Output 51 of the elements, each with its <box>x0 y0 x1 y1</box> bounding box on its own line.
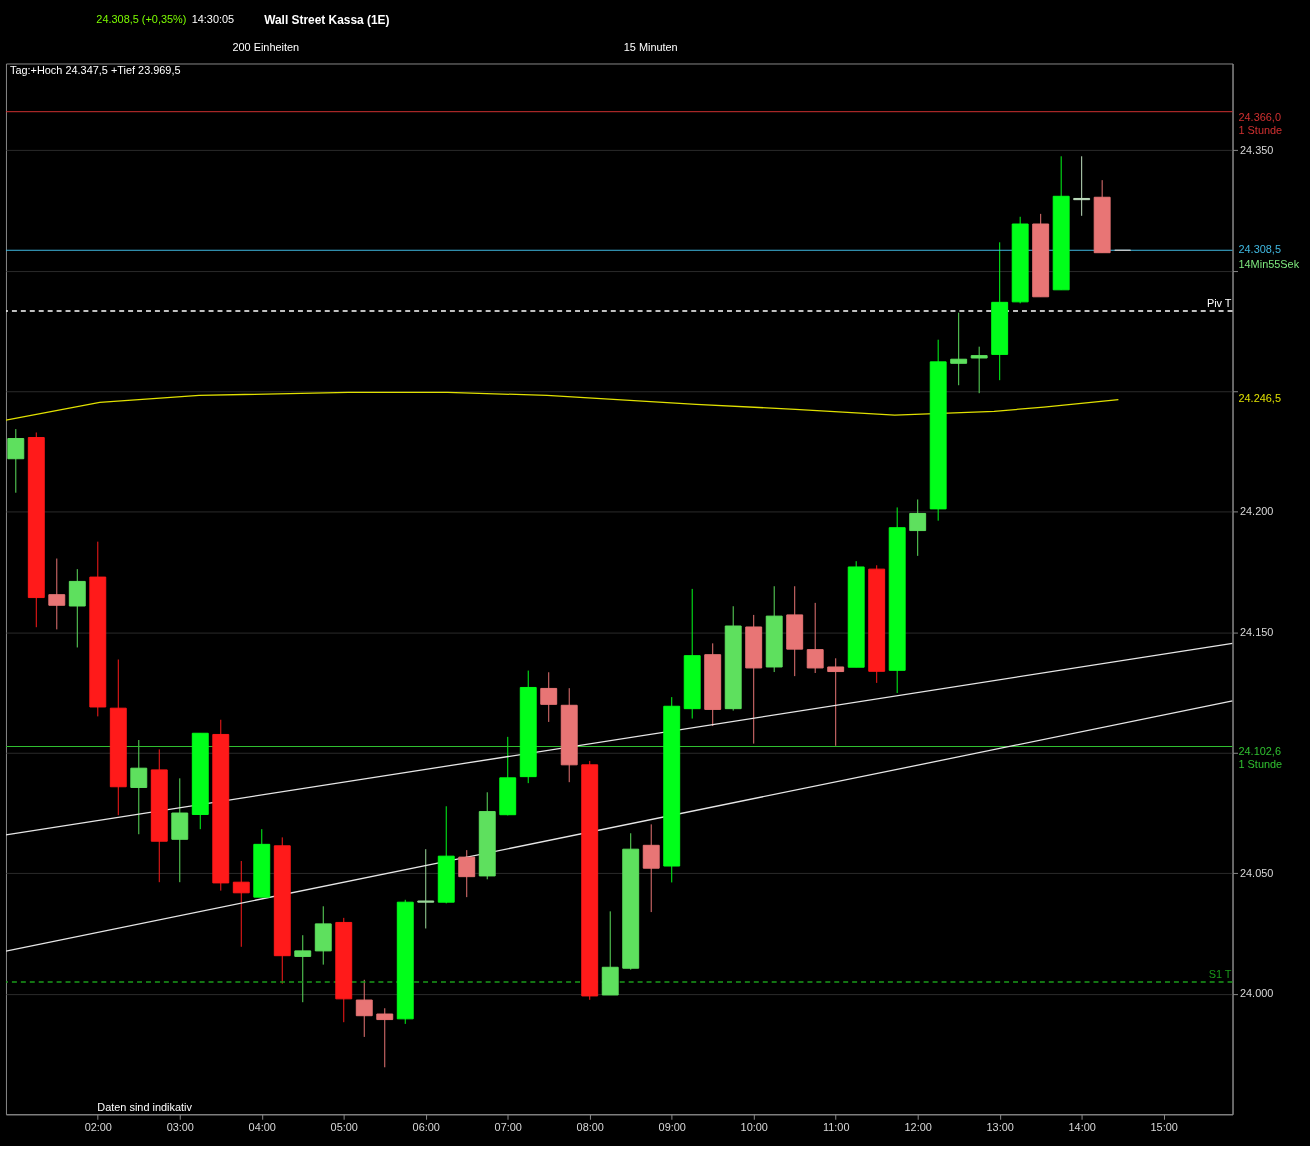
x-tick-label: 06:00 <box>412 1120 440 1133</box>
x-tick-label: 05:00 <box>330 1120 358 1133</box>
annotation: Tag:+Hoch 24.347,5 +Tief 23.969,5 <box>9 64 181 77</box>
y-tick-label: 24.000 <box>1239 987 1274 1000</box>
candlestick <box>355 979 373 1038</box>
candlestick <box>7 428 25 494</box>
x-tick-label: 08:00 <box>576 1120 604 1133</box>
candlestick <box>970 346 988 394</box>
x-tick-label: 13:00 <box>986 1120 1014 1133</box>
x-tick-label: 04:00 <box>248 1120 276 1133</box>
text: 14Min55Sek <box>1238 258 1300 271</box>
chart-title: Wall Street Kassa (1E) <box>264 12 390 27</box>
ref-line-label: 24.308,5 <box>1238 243 1281 256</box>
x-tick-label: 09:00 <box>658 1120 686 1133</box>
x-tick-label: 14:00 <box>1068 1120 1096 1133</box>
candlestick <box>827 657 845 747</box>
candlestick <box>417 848 435 929</box>
text: 200 Einheiten <box>232 40 300 53</box>
annotation: Daten sind indikativ <box>97 1101 193 1114</box>
x-tick-label: 02:00 <box>84 1120 112 1133</box>
y-tick-label: 24.150 <box>1239 625 1274 638</box>
candlestick <box>130 739 148 835</box>
text: 14:30:05 <box>191 12 235 25</box>
y-tick-label: 24.350 <box>1239 143 1274 156</box>
candlestick <box>909 498 927 557</box>
x-tick-label: 07:00 <box>494 1120 522 1133</box>
x-tick-label: 15:00 <box>1150 1120 1178 1133</box>
x-tick-label: 10:00 <box>740 1120 768 1133</box>
x-tick-label: 12:00 <box>904 1120 932 1133</box>
candlestick <box>48 558 66 630</box>
candlestick <box>950 312 968 386</box>
candlestick <box>458 849 476 898</box>
x-tick-label: 03:00 <box>166 1120 194 1133</box>
y-tick-label: 24.050 <box>1239 866 1274 879</box>
ref-line-label: 24.366,0 1 Stunde <box>1238 110 1283 136</box>
candlestick <box>642 823 660 913</box>
candlestick <box>806 602 824 674</box>
ref-line-label: 24.102,6 1 Stunde <box>1238 745 1283 771</box>
candlestick <box>540 671 558 723</box>
x-tick-label: 11:00 <box>822 1120 850 1133</box>
text: 24.308,5 (+0,35%) <box>96 12 187 25</box>
candlestick <box>1073 155 1091 217</box>
candlestick <box>232 860 250 948</box>
line-series <box>5 391 1120 421</box>
ref-line-label: S1 T <box>1208 968 1232 980</box>
ref-line-label: Piv T <box>1206 297 1232 310</box>
candlestick <box>294 934 312 1003</box>
candlestick <box>376 1007 394 1068</box>
y-tick-label: 24.200 <box>1239 505 1274 518</box>
text: 24.246,5 <box>1238 392 1281 405</box>
text: 15 Minuten <box>623 40 678 53</box>
